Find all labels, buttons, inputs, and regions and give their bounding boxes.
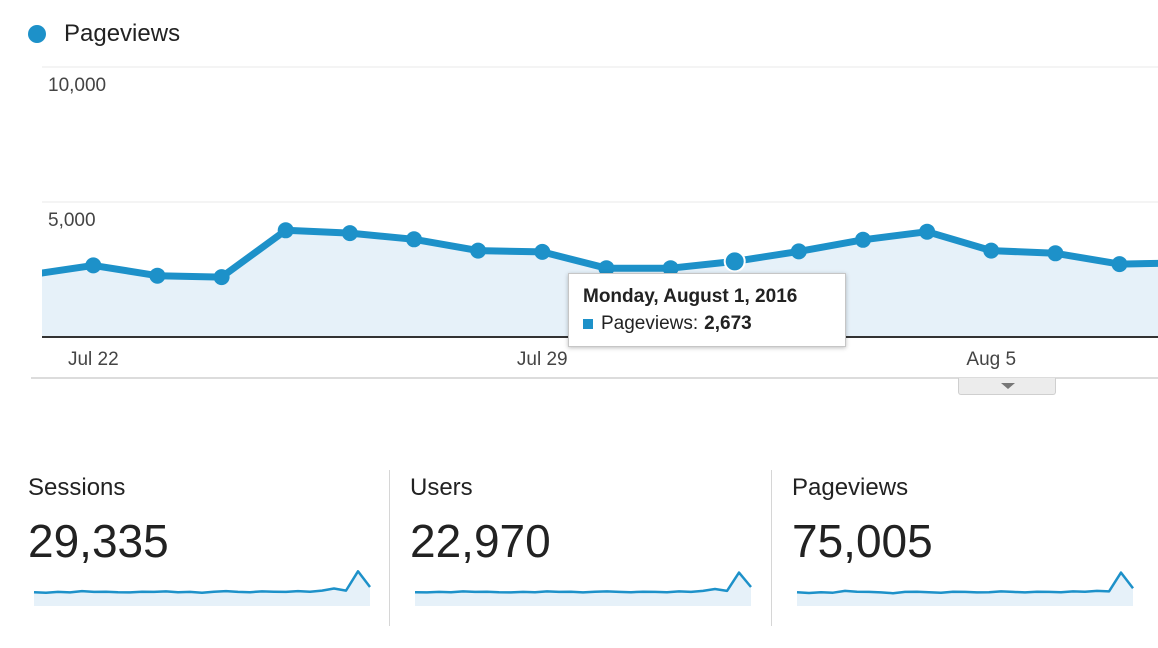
data-point[interactable]	[21, 267, 37, 283]
data-point[interactable]	[213, 269, 230, 286]
users-sparkline	[414, 571, 752, 606]
legend-label: Pageviews	[64, 20, 181, 47]
stat-label: Sessions	[28, 474, 126, 501]
y-tick-label: 10,000	[48, 75, 106, 96]
sparkline-area	[34, 571, 370, 606]
data-point[interactable]	[723, 250, 746, 273]
stats-divider	[389, 470, 390, 626]
chart-collapse-toggle[interactable]	[958, 378, 1056, 395]
pageviews-sparkline	[796, 571, 1134, 606]
sparkline-area	[415, 572, 751, 606]
data-point[interactable]	[1111, 256, 1128, 273]
sparkline-line	[33, 570, 371, 594]
caret-down-icon	[1001, 383, 1015, 389]
stat-users[interactable]: Users 22,970	[381, 470, 761, 626]
data-point[interactable]	[341, 225, 358, 242]
stat-label: Users	[410, 474, 473, 501]
x-tick-label: Aug 5	[966, 349, 1016, 370]
chart-legend[interactable]: Pageviews	[28, 20, 180, 48]
tooltip-row: Pageviews: 2,673	[583, 310, 845, 338]
stat-sessions[interactable]: Sessions 29,335	[0, 470, 380, 626]
data-point[interactable]	[855, 231, 871, 248]
tooltip-date: Monday, August 1, 2016	[583, 286, 798, 307]
data-point[interactable]	[277, 222, 294, 239]
summary-stats: Sessions 29,335 Users 22,970 Pageviews 7…	[0, 470, 1158, 626]
stat-value: 22,970	[410, 515, 551, 567]
stat-value: 29,335	[28, 515, 169, 567]
stat-label: Pageviews	[792, 474, 909, 501]
chart-tooltip: Monday, August 1, 2016 Pageviews: 2,673	[568, 273, 846, 347]
data-point[interactable]	[470, 242, 487, 259]
tooltip-series-name: Pageviews:	[601, 313, 699, 334]
data-point[interactable]	[598, 260, 615, 277]
x-tick-label: Jul 22	[68, 349, 119, 370]
stats-divider	[771, 470, 772, 626]
x-tick-label: Jul 29	[517, 349, 568, 370]
sparkline-line	[414, 571, 752, 594]
stat-value: 75,005	[792, 515, 933, 567]
stat-pageviews[interactable]: Pageviews 75,005	[763, 470, 1143, 626]
data-point[interactable]	[149, 267, 166, 284]
sessions-sparkline	[33, 570, 371, 606]
y-tick-label: 5,000	[48, 210, 96, 231]
data-point[interactable]	[1047, 245, 1064, 262]
data-point[interactable]	[983, 242, 1000, 259]
data-point[interactable]	[662, 260, 679, 277]
data-point[interactable]	[790, 243, 807, 260]
series-line	[42, 226, 1158, 281]
sparkline-area	[797, 572, 1133, 606]
legend-dot-icon	[28, 25, 46, 43]
data-point[interactable]	[406, 231, 422, 248]
data-point[interactable]	[534, 243, 551, 260]
tooltip-swatch-icon	[583, 319, 593, 329]
data-point[interactable]	[85, 257, 102, 274]
data-point[interactable]	[919, 223, 936, 240]
sparkline-line	[796, 571, 1134, 595]
tooltip-value: 2,673	[704, 313, 752, 334]
